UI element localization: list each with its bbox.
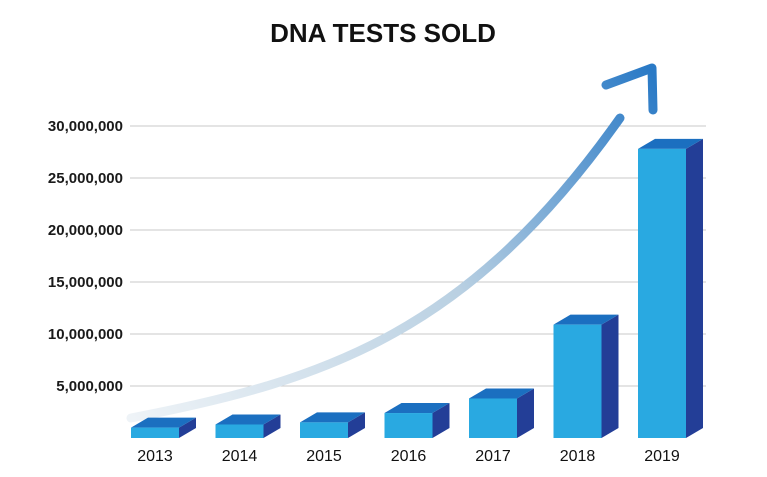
y-tick-label: 30,000,000 (48, 118, 123, 135)
y-tick-label: 5,000,000 (56, 378, 123, 395)
bar-front (638, 148, 686, 438)
bar-side (179, 417, 196, 438)
bar-side (686, 138, 703, 438)
y-tick-label: 10,000,000 (48, 326, 123, 343)
bar-side (517, 388, 534, 438)
bar-front (300, 422, 348, 438)
bar-2013 (131, 417, 196, 438)
y-tick-label: 20,000,000 (48, 222, 123, 239)
bar-top (384, 403, 450, 414)
x-tick-label: 2019 (644, 448, 680, 465)
y-axis-ticks: 5,000,000 10,000,000 15,000,000 20,000,000 2… (48, 118, 123, 395)
gridlines (130, 125, 706, 387)
bar-top (638, 138, 703, 149)
trend-arrow (126, 63, 658, 423)
y-tick-label: 25,000,000 (48, 170, 123, 187)
bars (131, 138, 703, 438)
bar-front (469, 398, 517, 438)
bar-top (131, 417, 196, 428)
x-axis-ticks: 2013 2014 2015 2016 2017 2018 2019 (137, 448, 680, 465)
bar-front (384, 413, 433, 438)
x-tick-label: 2013 (137, 448, 173, 465)
x-tick-label: 2015 (306, 448, 342, 465)
x-tick-label: 2016 (391, 448, 427, 465)
bar-2018 (553, 314, 619, 438)
y-tick-label: 15,000,000 (48, 274, 123, 291)
bar-front (215, 424, 264, 438)
bar-front (553, 324, 602, 438)
bar-top (553, 314, 619, 325)
bar-side (263, 414, 281, 438)
x-tick-label: 2014 (222, 448, 258, 465)
bar-front (131, 427, 179, 438)
bar-top (300, 412, 365, 423)
bar-top (215, 414, 281, 425)
bar-2014 (215, 414, 281, 438)
bar-2016 (384, 403, 450, 438)
x-tick-label: 2018 (560, 448, 596, 465)
chart-title: DNA TESTS SOLD (270, 18, 496, 48)
bar-2015 (300, 412, 365, 438)
bar-2019 (638, 138, 703, 438)
x-tick-label: 2017 (475, 448, 511, 465)
bar-2017 (469, 388, 534, 438)
bar-top (469, 388, 534, 399)
trend-arrow-head (601, 63, 658, 115)
bar-side (601, 314, 619, 438)
bar-side (348, 412, 365, 438)
bar-side (432, 403, 450, 438)
trend-arrow-curve (126, 113, 625, 423)
